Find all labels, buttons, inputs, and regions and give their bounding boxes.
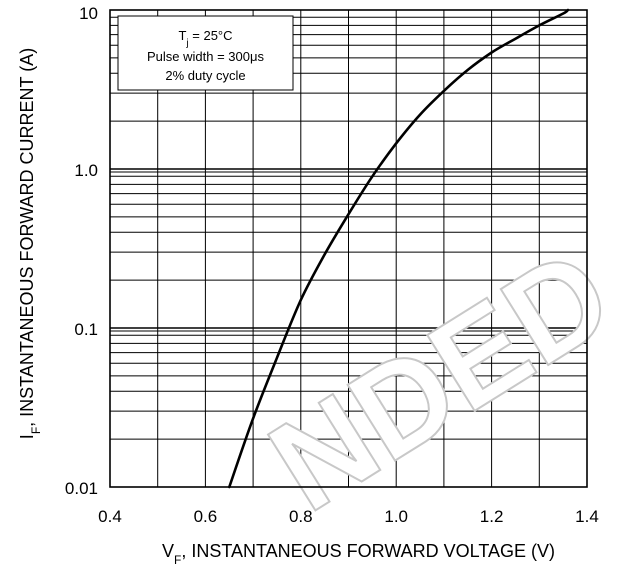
x-axis-title: VF, INSTANTANEOUS FORWARD VOLTAGE (V) [162,541,555,567]
x-tick-label: 0.8 [289,507,313,526]
x-tick-labels: 0.4 0.6 0.8 1.0 1.2 1.4 [98,507,599,526]
x-tick-label: 0.4 [98,507,122,526]
y-tick-labels: 0.01 0.1 1.0 10 [65,4,98,498]
x-tick-label: 1.2 [480,507,504,526]
y-tick-label: 1.0 [74,161,98,180]
annotation-line-1: Tj = 25°C [178,28,232,49]
plot-frame [109,9,588,488]
x-tick-label: 1.4 [575,507,599,526]
watermark-layer: NDED [245,219,619,540]
x-tick-label: 0.6 [194,507,218,526]
series-curve [228,8,570,489]
y-tick-label: 10 [79,4,98,23]
x-tick-label: 1.0 [384,507,408,526]
y-tick-label: 0.01 [65,479,98,498]
y-axis-title: IF, INSTANTANEOUS FORWARD CURRENT (A) [17,48,43,439]
annotation-line-2: Pulse width = 300μs [147,49,264,64]
annotation-background [117,15,294,91]
grid-lines [110,10,587,487]
annotation-box: Tj = 25°C Pulse width = 300μs 2% duty cy… [117,15,294,91]
annotation-line-3: 2% duty cycle [165,68,245,83]
watermark-text: NDED [246,220,619,539]
y-tick-label: 0.1 [74,320,98,339]
